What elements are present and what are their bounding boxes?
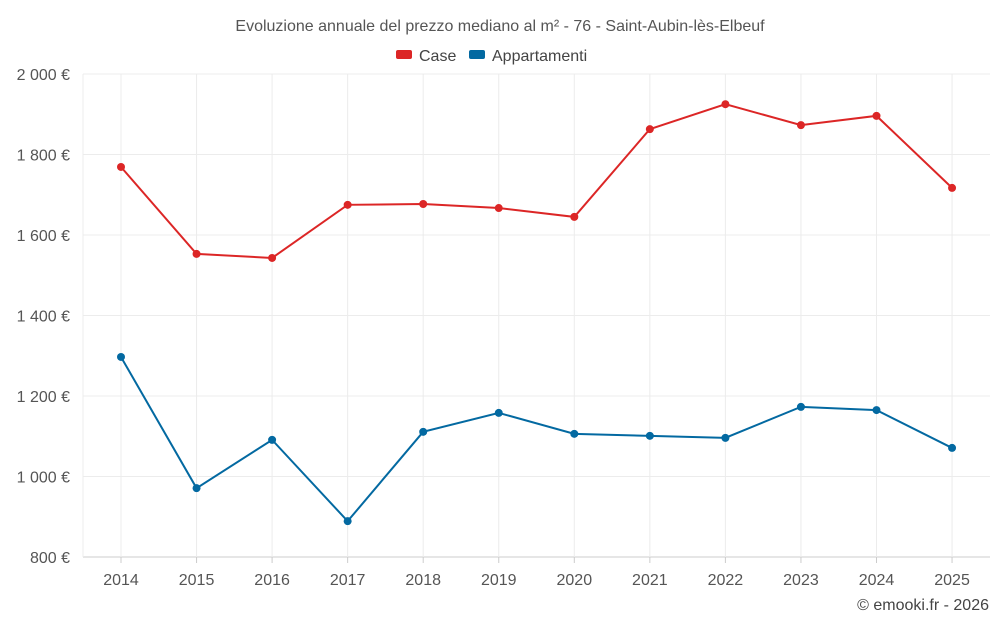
series bbox=[117, 100, 957, 526]
data-point-case bbox=[872, 111, 881, 120]
y-tick-label: 2 000 € bbox=[17, 67, 70, 84]
x-tick-label: 2020 bbox=[557, 572, 593, 589]
data-point-appartamenti bbox=[796, 402, 805, 411]
data-point-appartamenti bbox=[494, 408, 503, 417]
y-tick-label: 800 € bbox=[30, 550, 70, 567]
x-tick-label: 2014 bbox=[103, 572, 139, 589]
x-tick-label: 2019 bbox=[481, 572, 517, 589]
grid bbox=[82, 73, 990, 563]
y-tick-label: 1 200 € bbox=[17, 389, 70, 406]
data-point-case bbox=[570, 212, 579, 221]
data-point-appartamenti bbox=[721, 433, 730, 442]
legend-swatch bbox=[469, 50, 485, 59]
data-point-appartamenti bbox=[343, 517, 352, 526]
data-point-case bbox=[117, 162, 125, 171]
x-tick-label: 2016 bbox=[254, 572, 290, 589]
data-point-case bbox=[796, 121, 805, 130]
x-tick-label: 2023 bbox=[783, 572, 819, 589]
series-line-appartamenti bbox=[120, 356, 953, 523]
legend: Case Appartamenti bbox=[396, 48, 587, 65]
data-point-case bbox=[192, 249, 201, 258]
data-point-case bbox=[268, 253, 277, 262]
data-point-appartamenti bbox=[645, 431, 654, 440]
y-tick-label: 1 400 € bbox=[17, 309, 70, 326]
legend-swatch bbox=[396, 50, 412, 59]
y-tick-label: 1 000 € bbox=[17, 470, 70, 487]
x-tick-label: 2025 bbox=[934, 572, 970, 589]
data-point-appartamenti bbox=[948, 443, 957, 452]
data-point-appartamenti bbox=[117, 352, 125, 361]
chart-title: Evoluzione annuale del prezzo mediano al… bbox=[235, 18, 765, 35]
credit: © emooki.fr - 2026 bbox=[857, 597, 989, 614]
data-point-case bbox=[721, 100, 730, 109]
series-line-case bbox=[120, 103, 953, 259]
data-point-appartamenti bbox=[419, 427, 428, 436]
x-tick-label: 2015 bbox=[179, 572, 215, 589]
y-tick-label: 1 600 € bbox=[17, 228, 70, 245]
x-tick-label: 2022 bbox=[708, 572, 744, 589]
data-point-appartamenti bbox=[570, 429, 579, 438]
legend-label: Case bbox=[419, 48, 456, 65]
data-point-appartamenti bbox=[268, 435, 277, 444]
data-point-appartamenti bbox=[872, 406, 881, 415]
x-tick-label: 2018 bbox=[405, 572, 441, 589]
y-axis: 800 € 1 000 € 1 200 € 1 400 € 1 600 € 1 800 €… bbox=[17, 67, 70, 567]
data-point-case bbox=[494, 204, 503, 213]
y-tick-label: 1 800 € bbox=[17, 148, 70, 165]
legend-label: Appartamenti bbox=[492, 48, 587, 65]
data-point-appartamenti bbox=[192, 484, 201, 493]
data-point-case bbox=[948, 183, 957, 192]
data-point-case bbox=[645, 125, 654, 134]
x-axis: 2014 2015 2016 2017 2018 2019 2020 2021 2022 2023… bbox=[103, 572, 970, 589]
x-tick-label: 2021 bbox=[632, 572, 668, 589]
data-point-case bbox=[343, 200, 352, 209]
data-point-case bbox=[419, 200, 428, 209]
x-tick-label: 2017 bbox=[330, 572, 366, 589]
x-tick-label: 2024 bbox=[859, 572, 895, 589]
